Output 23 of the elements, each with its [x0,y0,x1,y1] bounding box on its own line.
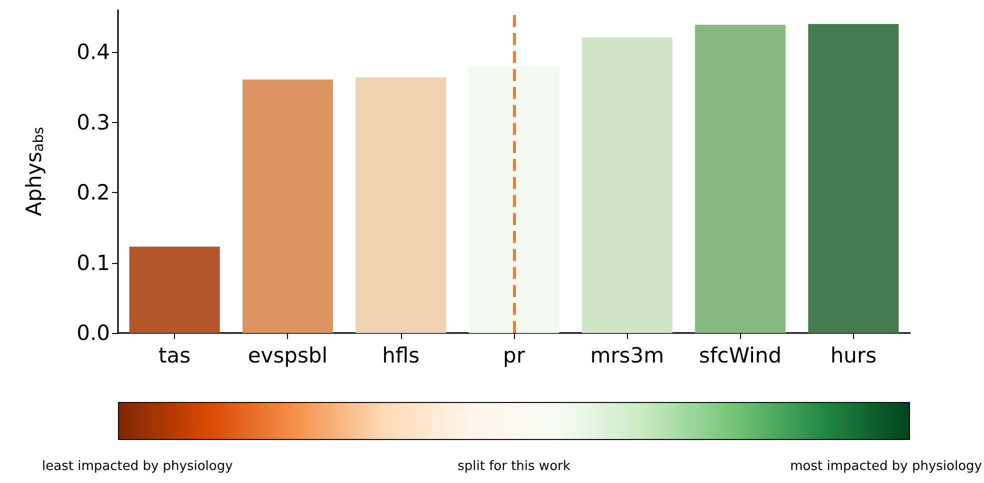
x-tick-label: hfls [382,344,420,368]
y-tick-label: 0.1 [76,250,110,275]
x-tick-label: tas [158,344,191,368]
bar [808,24,899,333]
y-tick-label: 0.4 [76,40,110,64]
y-tick-label: 0.0 [76,321,110,345]
text: least impacted by physiology [42,459,233,474]
x-tick-label: evspsbl [248,344,328,368]
text: split for this work [458,459,570,474]
y-tick-label: 0.3 [76,110,110,134]
x-tick-label: pr [503,344,526,368]
text: most impacted by physiology [790,459,982,474]
bar [468,66,560,333]
y-tick-label: 0.2 [76,180,110,205]
bar [695,24,786,333]
x-tick-label: hurs [830,344,877,368]
bar [129,246,220,333]
bar [356,77,446,333]
bar [242,80,333,333]
bar [582,37,672,333]
x-tick-label: sfcWind [698,344,782,368]
y-axis-title: Aphysabs [22,126,47,216]
x-tick-label: mrs3m [590,344,664,368]
